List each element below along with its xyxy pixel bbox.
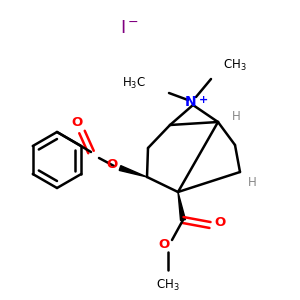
Text: +: +: [200, 95, 208, 105]
Text: O: O: [158, 238, 169, 251]
Text: O: O: [106, 158, 118, 170]
Text: H$_3$C: H$_3$C: [122, 75, 146, 91]
Polygon shape: [178, 192, 185, 220]
Text: I$^-$: I$^-$: [120, 19, 140, 37]
Text: O: O: [71, 116, 82, 128]
Text: CH$_3$: CH$_3$: [223, 57, 247, 73]
Text: O: O: [214, 217, 226, 230]
Polygon shape: [119, 166, 147, 177]
Text: H: H: [232, 110, 240, 124]
Text: N: N: [185, 95, 197, 109]
Text: H: H: [248, 176, 256, 188]
Text: CH$_3$: CH$_3$: [156, 278, 180, 293]
